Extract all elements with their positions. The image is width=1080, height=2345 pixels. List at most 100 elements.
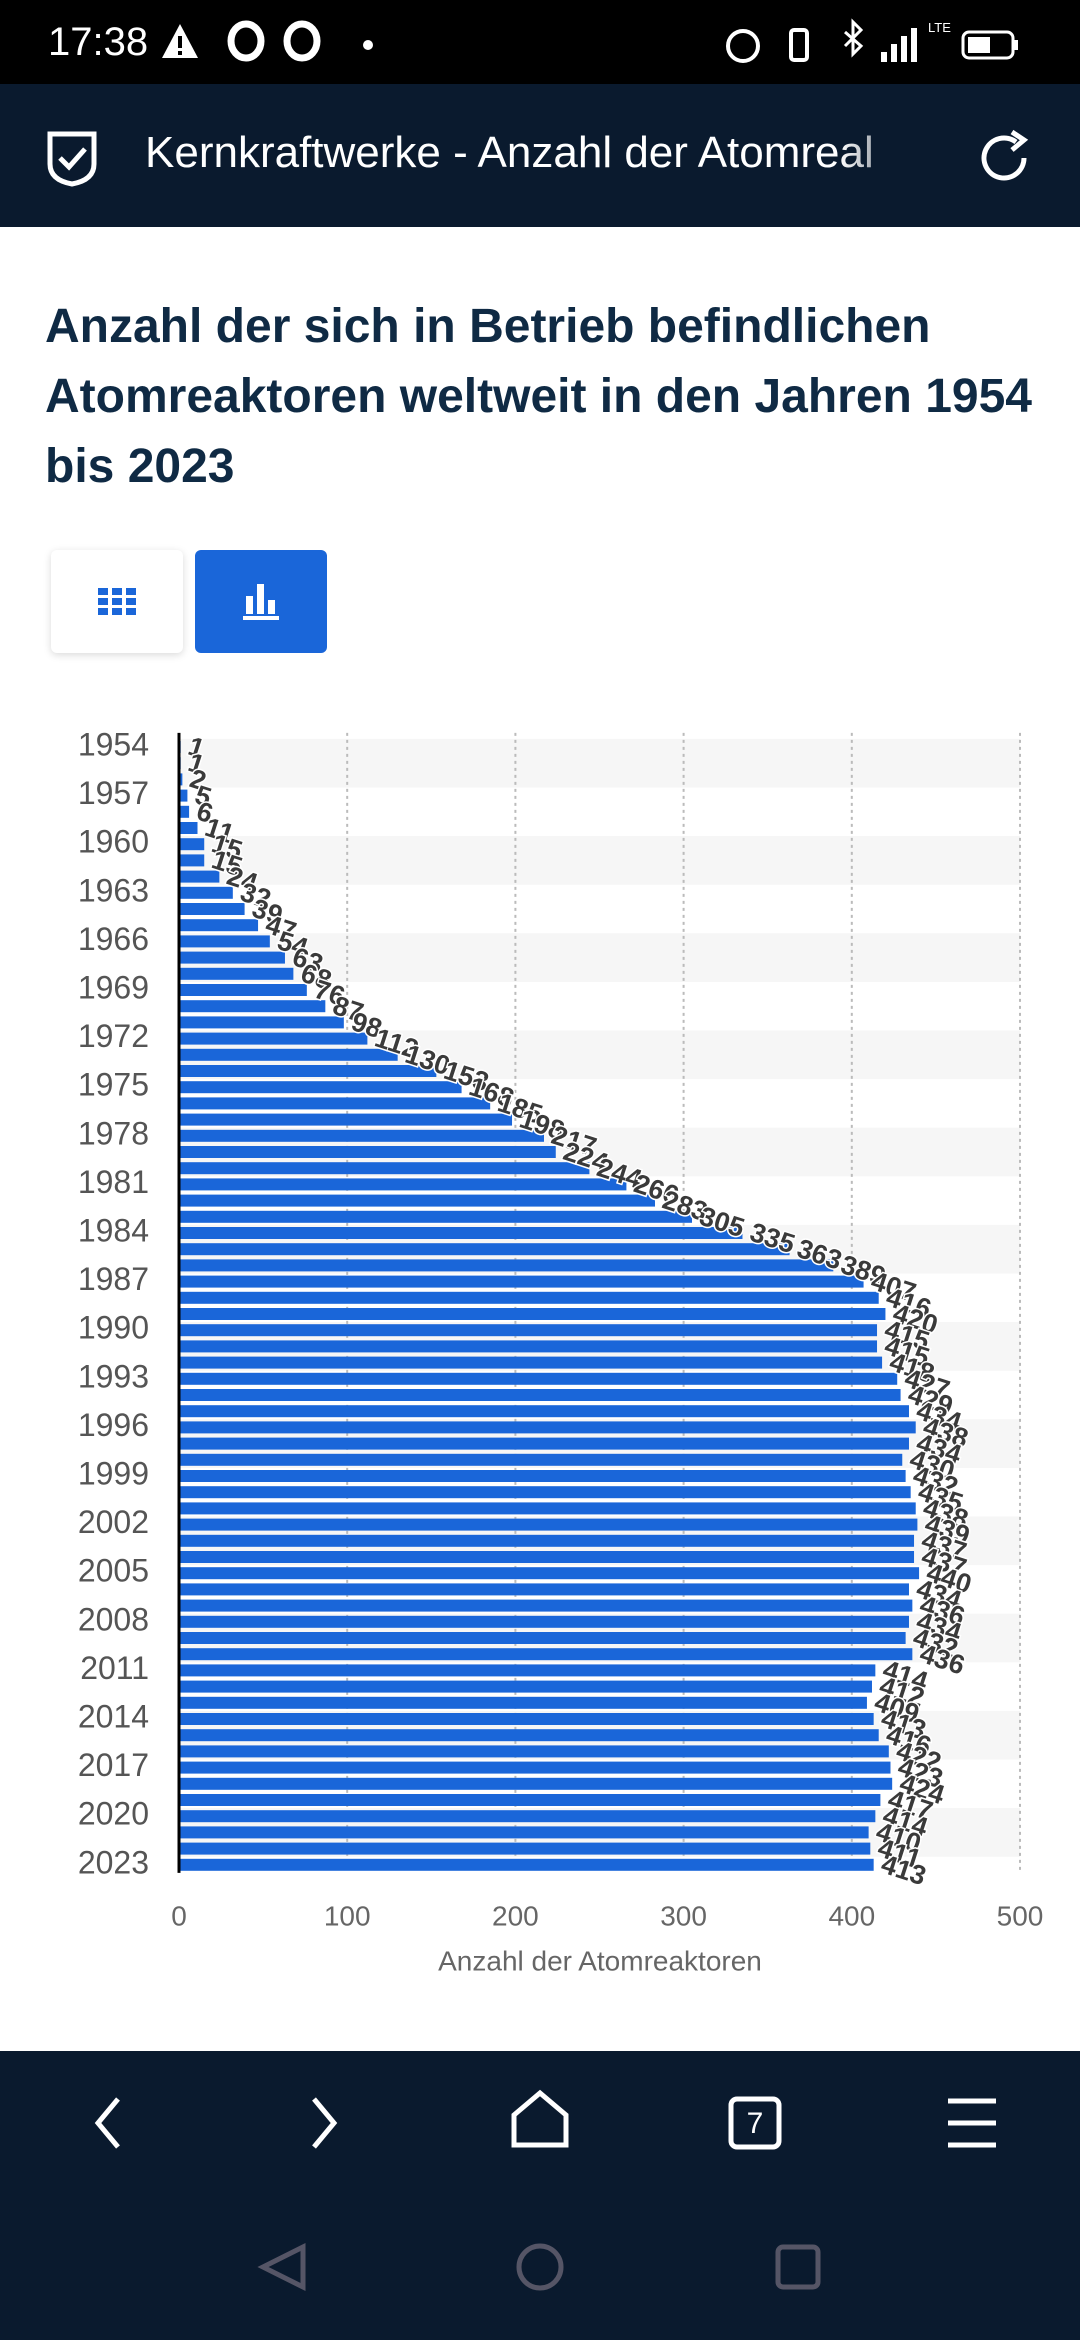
bar: [179, 1097, 491, 1110]
x-tick-label: 200: [492, 1900, 539, 1931]
bar: [179, 1308, 886, 1320]
bar: [179, 1761, 891, 1774]
bar: [179, 1372, 898, 1385]
bar: [179, 1713, 874, 1725]
bar: [179, 1194, 656, 1207]
bar: [179, 1324, 878, 1337]
bar: [179, 1356, 883, 1369]
system-icons: LTE: [726, 18, 1018, 63]
bar: [179, 773, 183, 786]
y-tick-label: 1987: [78, 1261, 149, 1297]
bar: [179, 1178, 627, 1191]
chart-view-button[interactable]: [195, 550, 327, 653]
data-label: 435: [915, 1476, 967, 1518]
bar: [179, 1291, 879, 1304]
bar: [179, 1599, 913, 1612]
data-label: 439: [921, 1509, 973, 1551]
chart-title: Anzahl der sich in Betrieb befindlichen …: [45, 300, 1032, 493]
nav-icons: 7: [94, 2089, 996, 2292]
app-bar: Kernkraftwerke - Anzahl der Atomreal: [0, 84, 1080, 227]
tabs-button[interactable]: [728, 2096, 782, 2150]
bar: [179, 1405, 909, 1418]
bar: [179, 1745, 889, 1758]
y-tick-label: 1975: [78, 1067, 149, 1103]
x-tick-label: 300: [660, 1900, 707, 1931]
bar: [179, 1729, 879, 1742]
status-icons: [162, 20, 373, 62]
y-tick-label: 1984: [78, 1212, 149, 1248]
bar: [179, 951, 285, 964]
bottom-navigation: 7: [0, 2051, 1080, 2340]
bar: [179, 1081, 462, 1094]
bar: [179, 1664, 876, 1677]
data-label: 434: [913, 1573, 965, 1615]
data-label: 363: [794, 1233, 846, 1275]
bar: [179, 1632, 906, 1644]
bar: [179, 1227, 743, 1239]
network-type: LTE: [928, 20, 951, 35]
back-button[interactable]: [94, 2097, 120, 2149]
bar: [179, 1518, 918, 1531]
bar: [179, 1777, 893, 1790]
data-label: 130: [402, 1039, 454, 1081]
reload-button[interactable]: [976, 128, 1036, 188]
bar: [179, 789, 188, 802]
bar: [179, 1437, 909, 1450]
y-tick-label: 1966: [78, 921, 149, 957]
home-button[interactable]: [511, 2089, 569, 2148]
page-title[interactable]: Kernkraftwerke - Anzahl der Atomreal: [145, 128, 874, 177]
bar: [179, 967, 294, 980]
bar: [179, 919, 259, 932]
y-tick-label: 1993: [78, 1358, 149, 1394]
bar: [179, 1794, 881, 1806]
x-axis-title: Anzahl der Atomreaktoren: [438, 1945, 762, 1976]
row-band: [179, 738, 1020, 788]
bar: [179, 1858, 874, 1871]
chart: Anzahl der Atomreaktoren 0 100 200 300 400 50…: [78, 726, 1044, 1976]
bar: [179, 1567, 920, 1580]
bar: [179, 838, 205, 851]
table-view-button[interactable]: [51, 550, 183, 653]
bar: [179, 1340, 878, 1353]
bar: [179, 886, 233, 899]
bar: [179, 1421, 916, 1434]
menu-button[interactable]: [948, 2098, 996, 2148]
y-tick-label: 1978: [78, 1115, 149, 1151]
bar: [179, 870, 220, 883]
bar: [179, 1259, 834, 1272]
x-tick-label: 500: [997, 1900, 1044, 1931]
bar: [179, 1470, 906, 1482]
y-tick-label: 2017: [78, 1747, 149, 1783]
y-tick-label: 2023: [78, 1844, 149, 1880]
bar: [179, 903, 245, 915]
bar: [179, 1032, 368, 1045]
status-time: 17:38: [48, 20, 149, 64]
security-icon[interactable]: [44, 128, 100, 188]
forward-button[interactable]: [312, 2097, 338, 2149]
bar: [179, 1534, 915, 1547]
bar: [179, 1615, 909, 1628]
bar: [179, 935, 270, 948]
bar: [179, 1826, 869, 1839]
y-tick-label: 1999: [78, 1455, 149, 1491]
bar: [179, 1648, 913, 1661]
bar: [179, 854, 205, 867]
bar: [179, 1842, 871, 1855]
bar: [179, 1129, 544, 1142]
y-tick-label: 2002: [78, 1504, 149, 1540]
bar: [179, 1113, 513, 1126]
y-tick-label: 1969: [78, 969, 149, 1005]
bar: [179, 1146, 556, 1158]
bar: [179, 1016, 344, 1029]
x-tick-label: 400: [828, 1900, 875, 1931]
bar: [179, 1680, 872, 1693]
bar: [179, 1810, 876, 1823]
data-label: 429: [905, 1379, 957, 1421]
y-tick-label: 1996: [78, 1407, 149, 1443]
y-tick-label: 1957: [78, 775, 149, 811]
x-tick-label: 0: [171, 1900, 187, 1931]
y-tick-label: 1972: [78, 1018, 149, 1054]
bar: [179, 1389, 901, 1401]
y-tick-label: 2011: [80, 1650, 149, 1686]
